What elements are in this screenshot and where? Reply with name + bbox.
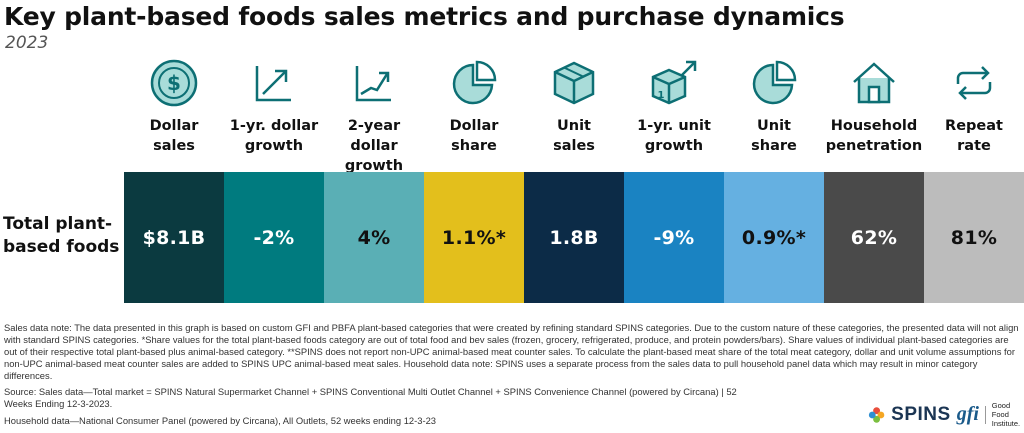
metric-label-dollar-sales: Dollar sales <box>149 118 199 154</box>
house-icon <box>824 55 924 111</box>
logo-divider <box>984 405 986 424</box>
metric-label-household-penetration: Household penetration <box>825 118 923 154</box>
gfi-logo-mark: gfi <box>956 403 979 425</box>
row-label: Total plant- based foods <box>3 214 120 257</box>
value-cell-dollar-sales: $8.1B <box>124 172 224 303</box>
svg-text:$: $ <box>167 71 181 95</box>
page-title: Key plant-based foods sales metrics and … <box>4 2 845 31</box>
pie-chart-icon <box>724 55 824 111</box>
trend-arrow-icon <box>224 55 324 111</box>
box-arrow-icon: 1 <box>624 55 724 111</box>
logos: SPINS gfi Good Food Institute. <box>868 401 1024 428</box>
trend-arrow-icon <box>324 55 424 111</box>
spins-logo-text: SPINS <box>891 403 951 425</box>
value-cell-unit-share: 0.9%* <box>724 172 824 303</box>
gfi-logo-text: Good Food Institute. <box>991 401 1021 428</box>
value-cell-2yr-dollar-growth: 4% <box>324 172 424 303</box>
metric-labels-row: Dollar sales 1-yr. dollar growth 2-year … <box>124 116 1024 174</box>
metric-label-dollar-share: Dollar share <box>449 118 499 154</box>
box-icon <box>524 55 624 111</box>
svg-text:1: 1 <box>658 90 665 101</box>
spins-logo-icon <box>868 406 885 423</box>
value-cell-dollar-share: 1.1%* <box>424 172 524 303</box>
metric-label-1yr-dollar-growth: 1-yr. dollar growth <box>229 118 319 154</box>
sales-data-note: Sales data note: The data presented in t… <box>4 322 1020 383</box>
pie-chart-icon <box>424 55 524 111</box>
value-cell-household-penetration: 62% <box>824 172 924 303</box>
sales-note-text: Sales data note: The data presented in t… <box>4 322 1019 381</box>
household-note: Household data—National Consumer Panel (… <box>4 415 437 426</box>
metrics-value-row: $8.1B -2% 4% 1.1%* 1.8B -9% 0.9%* 62% 81… <box>124 172 1024 303</box>
metric-label-2yr-dollar-growth: 2-year dollar growth <box>344 118 404 174</box>
value-cell-repeat-rate: 81% <box>924 172 1024 303</box>
metric-label-unit-share: Unit share <box>751 118 797 154</box>
value-cell-1yr-unit-growth: -9% <box>624 172 724 303</box>
dollar-coin-icon: $ <box>124 55 224 111</box>
icon-row: $ 1 <box>124 55 1024 111</box>
value-cell-unit-sales: 1.8B <box>524 172 624 303</box>
metric-label-unit-sales: Unit sales <box>553 118 595 154</box>
source-note: Source: Sales data—Total market = SPINS … <box>4 386 737 409</box>
metric-label-repeat-rate: Repeat rate <box>945 118 1003 154</box>
page-subtitle: 2023 <box>5 33 49 53</box>
value-cell-1yr-dollar-growth: -2% <box>224 172 324 303</box>
repeat-arrows-icon <box>924 55 1024 111</box>
metric-label-1yr-unit-growth: 1-yr. unit growth <box>637 118 711 154</box>
